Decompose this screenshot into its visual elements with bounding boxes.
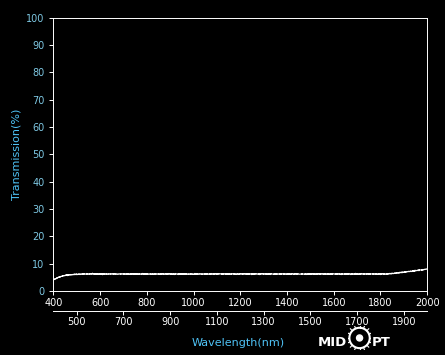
Y-axis label: Transmission(%): Transmission(%) xyxy=(12,109,22,200)
Text: Wavelength(nm): Wavelength(nm) xyxy=(191,338,285,348)
Circle shape xyxy=(356,335,363,341)
Text: PT: PT xyxy=(372,335,390,349)
Text: MID: MID xyxy=(318,335,348,349)
